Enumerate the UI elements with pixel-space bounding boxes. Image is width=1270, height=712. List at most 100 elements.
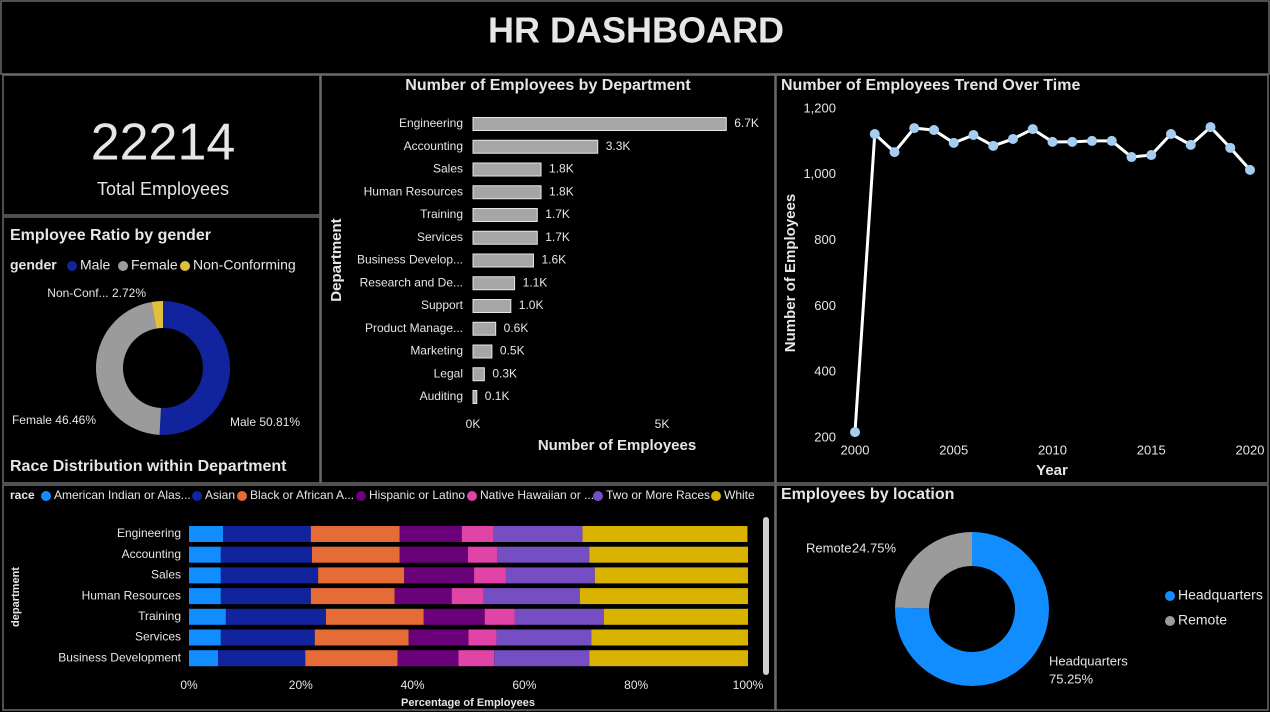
data-label: 0.5K bbox=[500, 344, 525, 358]
bar-segment bbox=[223, 526, 311, 542]
y-tick-label: Services bbox=[417, 230, 463, 244]
bar-segment bbox=[220, 567, 319, 584]
bar-segment bbox=[218, 650, 306, 667]
bar bbox=[472, 299, 512, 313]
bar bbox=[472, 276, 516, 291]
bar-segment bbox=[484, 608, 515, 625]
legend-label: Headquarters bbox=[1178, 587, 1263, 603]
data-label: 0.6K bbox=[504, 321, 529, 335]
department-panel bbox=[320, 74, 776, 484]
chart-title: Number of Employees Trend Over Time bbox=[781, 77, 1080, 94]
data-label: 1.7K bbox=[545, 230, 570, 244]
bar-segment bbox=[493, 526, 583, 542]
bar-segment bbox=[404, 567, 475, 584]
bar bbox=[472, 139, 599, 154]
bar-segment bbox=[505, 567, 595, 584]
bar-segment bbox=[591, 629, 748, 646]
legend-label: Black or African A... bbox=[250, 488, 354, 502]
bar-segment bbox=[483, 588, 580, 605]
data-label: 1.1K bbox=[523, 275, 548, 289]
data-label: 1.7K bbox=[545, 207, 570, 221]
chart-title: Race Distribution within Department bbox=[10, 458, 287, 475]
bar-segment bbox=[189, 567, 221, 584]
bar-segment bbox=[408, 629, 469, 646]
bar-segment bbox=[394, 588, 452, 605]
y-tick-label: Product Manage... bbox=[365, 321, 463, 335]
y-tick-label: Marketing bbox=[410, 344, 463, 358]
line-marker bbox=[988, 140, 999, 151]
y-axis-label: department bbox=[10, 567, 22, 627]
y-tick-label: Services bbox=[135, 630, 181, 644]
bar-segment bbox=[220, 546, 312, 563]
legend-title: race bbox=[10, 488, 35, 502]
y-axis-label: Department bbox=[328, 218, 345, 301]
bar bbox=[472, 321, 497, 336]
data-label: 3.3K bbox=[606, 139, 631, 153]
legend-label: Native Hawaiian or ... bbox=[480, 488, 594, 502]
data-label: Non-Conf... 2.72% bbox=[47, 286, 146, 300]
bar-segment bbox=[497, 546, 590, 563]
chart-title: Number of Employees by Department bbox=[405, 77, 691, 94]
bar bbox=[472, 208, 538, 222]
data-label: Male 50.81% bbox=[230, 415, 300, 429]
bar-segment bbox=[189, 650, 219, 667]
y-tick-label: 400 bbox=[814, 364, 836, 379]
bar-segment bbox=[220, 588, 311, 605]
y-tick-label: Engineering bbox=[399, 116, 463, 130]
data-label: 0.3K bbox=[492, 366, 517, 380]
bar-segment bbox=[311, 546, 400, 563]
race-panel bbox=[2, 484, 776, 711]
x-tick-label: 2005 bbox=[939, 442, 968, 457]
data-label-category: Remote bbox=[806, 540, 852, 555]
data-label: 1.0K bbox=[519, 298, 544, 312]
line-marker bbox=[1185, 139, 1196, 150]
line-marker bbox=[1067, 136, 1078, 147]
y-tick-label: Support bbox=[421, 298, 464, 312]
legend-label: White bbox=[724, 488, 755, 502]
legend-label: Remote bbox=[1178, 612, 1227, 628]
y-tick-label: Research and De... bbox=[360, 275, 463, 289]
y-tick-label: 800 bbox=[814, 232, 836, 247]
y-tick-label: Engineering bbox=[117, 526, 181, 540]
bar bbox=[472, 230, 538, 245]
donut-segment bbox=[96, 301, 161, 435]
line-marker bbox=[1126, 152, 1137, 163]
bar-segment bbox=[582, 526, 748, 542]
x-tick-label: 2010 bbox=[1038, 442, 1067, 457]
x-axis-label: Year bbox=[1036, 462, 1068, 479]
legend-swatch bbox=[118, 261, 128, 271]
header-panel bbox=[0, 0, 1270, 75]
legend-title: gender bbox=[10, 257, 57, 273]
bar-segment bbox=[579, 588, 748, 605]
data-label: 1.6K bbox=[541, 253, 566, 267]
line-marker bbox=[869, 129, 880, 140]
data-label: 75.25% bbox=[1049, 671, 1094, 686]
legend-label: Two or More Races bbox=[606, 488, 710, 502]
bar-segment bbox=[189, 629, 221, 646]
y-tick-label: Sales bbox=[151, 568, 181, 582]
x-tick-label: 100% bbox=[733, 678, 764, 692]
bar-segment bbox=[494, 650, 590, 667]
x-tick-label: 80% bbox=[624, 678, 648, 692]
line-marker bbox=[909, 123, 920, 134]
bar-segment bbox=[603, 608, 748, 625]
legend-swatch bbox=[467, 491, 477, 501]
legend-swatch bbox=[192, 491, 202, 501]
legend-swatch bbox=[41, 491, 51, 501]
bar-segment bbox=[589, 546, 748, 563]
bar-segment bbox=[310, 588, 395, 605]
legend-swatch bbox=[1165, 591, 1175, 601]
scrollbar[interactable] bbox=[763, 517, 769, 675]
bar-segment bbox=[220, 629, 315, 646]
x-tick-label: 2020 bbox=[1236, 442, 1265, 457]
line-marker bbox=[1205, 122, 1216, 133]
line-marker bbox=[1245, 164, 1255, 175]
bar-segment bbox=[474, 567, 506, 584]
bar bbox=[472, 162, 542, 177]
legend-label: Non-Conforming bbox=[193, 257, 296, 273]
y-tick-label: Auditing bbox=[420, 389, 463, 403]
legend-label: Asian bbox=[205, 488, 235, 502]
kpi-panel bbox=[2, 74, 321, 216]
line-marker bbox=[1146, 150, 1157, 161]
line-marker bbox=[1027, 124, 1038, 135]
